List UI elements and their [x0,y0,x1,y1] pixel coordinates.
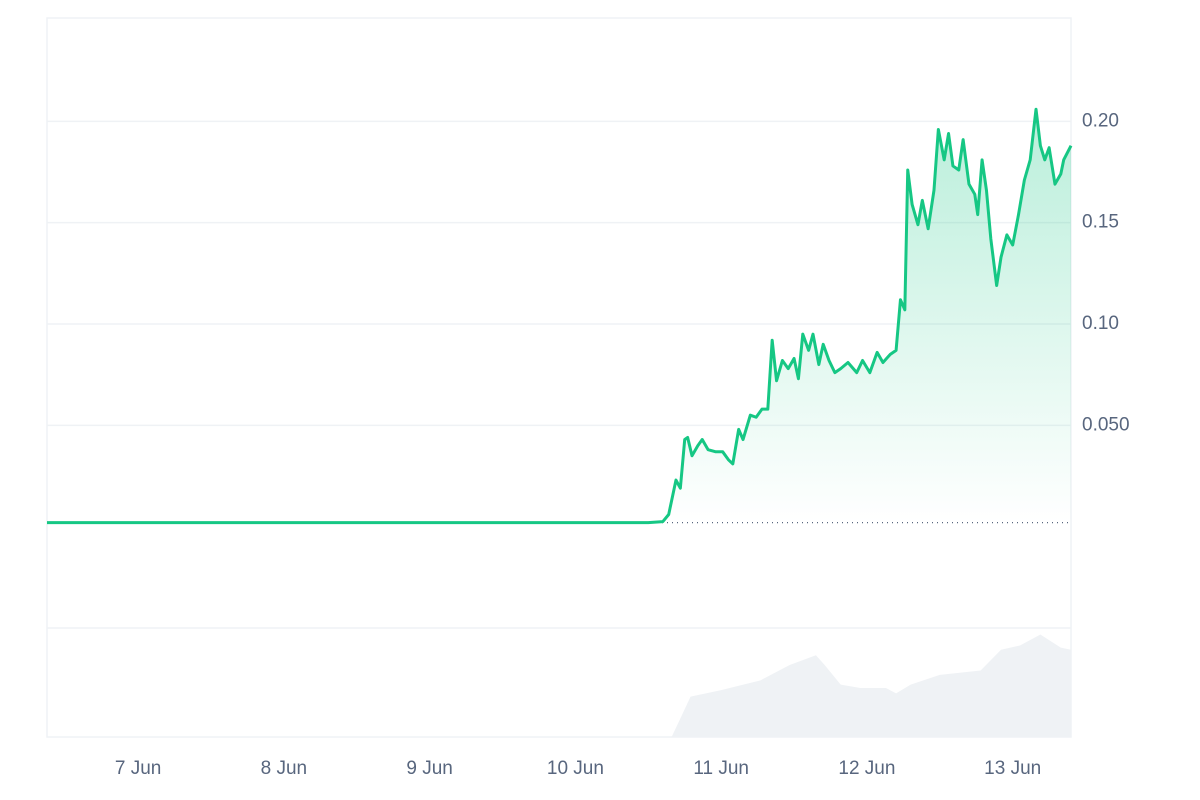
x-tick-label: 11 Jun [693,758,749,779]
y-tick-label: 0.050 [1082,414,1130,435]
x-tick-label: 10 Jun [547,758,604,779]
y-tick-label: 0.20 [1082,110,1119,131]
price-line [47,107,1073,525]
y-tick-label: 0.15 [1082,212,1119,233]
x-tick-label: 13 Jun [984,758,1041,779]
volume-area [47,634,1071,737]
x-tick-label: 7 Jun [115,758,161,779]
y-tick-label: 0.10 [1082,313,1119,334]
price-area [47,109,1071,523]
x-tick-label: 9 Jun [406,758,452,779]
x-tick-label: 12 Jun [838,758,895,779]
x-tick-label: 8 Jun [261,758,307,779]
